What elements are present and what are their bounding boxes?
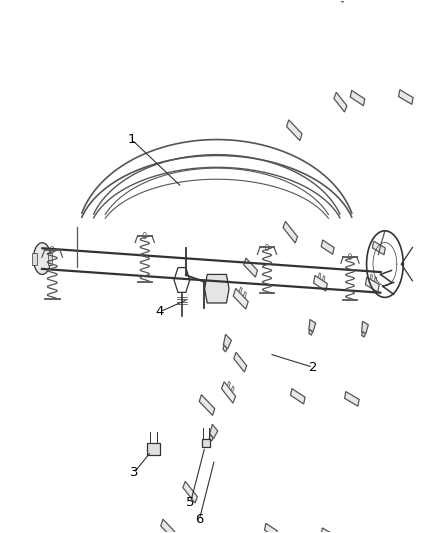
Polygon shape [286,120,302,141]
Circle shape [33,243,51,274]
Polygon shape [318,273,321,279]
Polygon shape [372,241,385,255]
Polygon shape [314,276,327,291]
Polygon shape [283,221,297,243]
Polygon shape [243,292,247,298]
Polygon shape [322,276,325,281]
Polygon shape [362,332,365,337]
Polygon shape [290,389,305,404]
Polygon shape [231,386,234,392]
Polygon shape [223,334,231,349]
Polygon shape [222,382,236,403]
Polygon shape [334,92,347,112]
FancyBboxPatch shape [147,443,160,455]
Polygon shape [227,381,230,387]
Polygon shape [399,90,413,104]
Polygon shape [365,277,379,292]
Polygon shape [374,277,377,282]
Polygon shape [239,287,242,294]
Polygon shape [345,392,359,406]
Text: 2: 2 [309,361,317,374]
Text: 3: 3 [130,466,138,479]
Polygon shape [48,253,52,264]
Polygon shape [309,329,313,335]
Text: 4: 4 [156,305,164,318]
Polygon shape [265,523,277,533]
Polygon shape [210,424,218,439]
Polygon shape [199,394,215,415]
Polygon shape [244,258,258,277]
Polygon shape [32,253,37,264]
FancyBboxPatch shape [201,440,210,447]
Polygon shape [183,481,198,503]
Text: 5: 5 [187,496,195,508]
Polygon shape [362,321,368,334]
Polygon shape [161,519,175,533]
Text: 6: 6 [195,513,204,526]
Polygon shape [331,0,345,2]
Polygon shape [234,352,247,372]
Polygon shape [205,274,229,303]
Polygon shape [350,90,365,106]
Text: 1: 1 [127,133,136,146]
Polygon shape [223,345,227,352]
Polygon shape [370,274,373,280]
Polygon shape [233,288,248,309]
Polygon shape [309,319,316,332]
Polygon shape [209,434,213,441]
Polygon shape [321,240,334,254]
Polygon shape [321,528,334,533]
